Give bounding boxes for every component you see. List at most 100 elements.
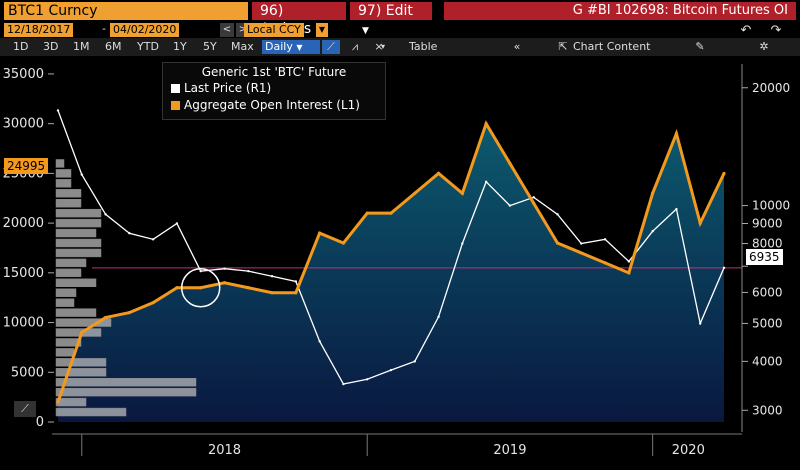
frequency-label: Daily xyxy=(265,40,293,53)
end-date-field[interactable]: 04/02/2020 xyxy=(110,23,180,37)
data-point-open-interest xyxy=(508,161,512,166)
data-point-open-interest xyxy=(80,330,84,335)
chart-svg: 0500010000150002000025000300003500030004… xyxy=(3,58,790,458)
volume-profile-bar xyxy=(55,338,82,347)
currency-field[interactable]: Local CCY xyxy=(244,23,304,37)
y-right-tick-label: 8000 xyxy=(752,237,783,251)
data-point-last-price xyxy=(627,260,631,263)
data-point-last-price xyxy=(199,269,202,273)
data-point-open-interest xyxy=(436,171,441,175)
data-point-last-price xyxy=(389,368,393,372)
volume-profile-bar xyxy=(55,318,112,327)
period-1m[interactable]: 1M xyxy=(73,40,90,53)
data-point-last-price xyxy=(722,266,726,270)
date-range-bar: 12/18/2017 - 04/02/2020 < > Local CCY ▼ … xyxy=(0,22,800,38)
chevron-down-icon[interactable]: ▼ xyxy=(316,23,328,37)
data-point-last-price xyxy=(318,340,321,343)
data-point-open-interest xyxy=(389,211,393,215)
volume-profile-bar xyxy=(55,348,75,357)
data-point-open-interest xyxy=(484,122,488,126)
x-tick-label: 2018 xyxy=(208,443,241,458)
volume-profile-bar xyxy=(55,358,107,367)
data-point-last-price xyxy=(366,378,369,381)
data-point-last-price xyxy=(80,173,83,176)
legend: Generic 1st 'BTC' Future Last Price (R1)… xyxy=(162,62,386,120)
date-separator: - xyxy=(102,22,106,35)
volume-profile-bar xyxy=(55,189,82,198)
edit-icon[interactable]: ✎ xyxy=(695,40,705,53)
last-value-flag-open-interest: 24995 xyxy=(4,158,49,174)
volume-profile-bar xyxy=(55,288,77,297)
legend-title: Generic 1st 'BTC' Future xyxy=(201,65,347,79)
data-point-last-price xyxy=(270,275,274,278)
volume-profile-bar xyxy=(55,169,72,178)
volume-profile-bar xyxy=(55,248,102,258)
collapse-icon[interactable]: « xyxy=(513,40,521,53)
period-1d[interactable]: 1D xyxy=(13,40,29,53)
y-left-tick-label: 5000 xyxy=(11,365,44,380)
data-point-open-interest xyxy=(246,286,250,290)
page-title: G #BI 102698: Bitcoin Futures OI xyxy=(444,2,796,20)
y-right-tick-label: 3000 xyxy=(752,403,783,417)
data-point-last-price xyxy=(556,213,559,216)
start-date-field[interactable]: 12/18/2017 xyxy=(4,23,74,37)
y-right-tick-label: 4000 xyxy=(752,354,783,368)
redo-icon[interactable]: ↷ xyxy=(770,23,782,38)
gear-icon[interactable]: ✲ xyxy=(759,40,769,53)
volume-profile-bar xyxy=(55,407,127,417)
frequency-select[interactable]: Daily ▼ xyxy=(262,40,320,54)
data-point-last-price xyxy=(56,109,60,112)
table-button[interactable]: Table xyxy=(409,40,438,53)
volume-profile-bar xyxy=(55,199,82,208)
data-point-open-interest xyxy=(651,191,655,195)
x-tick-label: 2019 xyxy=(493,443,526,458)
zoom-icon[interactable]: ⟋ xyxy=(14,401,36,417)
volume-profile-bar xyxy=(55,378,197,387)
legend-item-open-interest: Aggregate Open Interest (L1) xyxy=(171,98,360,112)
period-3d[interactable]: 3D xyxy=(43,40,59,53)
chart-style-icon[interactable]: ⩘ xyxy=(351,40,359,53)
data-point-last-price xyxy=(223,267,226,270)
volume-profile-bar xyxy=(55,298,75,307)
volume-profile-bar xyxy=(55,397,87,407)
data-point-open-interest xyxy=(674,132,679,136)
cursor-icon[interactable]: ⇱ xyxy=(558,40,568,53)
chevron-down-icon: ▼ xyxy=(362,26,369,36)
data-point-last-price xyxy=(699,322,702,325)
legend-label-open-interest: Aggregate Open Interest (L1) xyxy=(184,98,360,112)
data-point-last-price xyxy=(675,207,678,211)
volume-profile-bar xyxy=(55,258,87,268)
edit-menu[interactable]: 97) Edit ▼ xyxy=(350,2,432,36)
open-interest-area xyxy=(58,123,724,423)
period-max[interactable]: Max xyxy=(231,40,254,53)
line-chart-icon[interactable]: ⟋ xyxy=(322,40,340,54)
legend-label-price: Last Price (R1) xyxy=(184,81,272,95)
ticker-field[interactable]: BTC1 Curncy xyxy=(4,2,248,20)
chart-content-button[interactable]: Chart Content xyxy=(573,40,651,53)
data-point-last-price xyxy=(151,238,155,241)
data-point-last-price xyxy=(580,242,583,245)
data-point-last-price xyxy=(461,242,464,245)
y-left-tick-label: 15000 xyxy=(3,266,44,281)
more-icon[interactable]: ▾ xyxy=(380,42,385,51)
data-point-open-interest xyxy=(579,251,583,255)
data-point-last-price xyxy=(413,360,416,363)
data-point-open-interest xyxy=(222,281,227,285)
undo-icon[interactable]: ↶ xyxy=(740,23,752,38)
period-6m[interactable]: 6M xyxy=(105,40,122,53)
volume-profile-bar xyxy=(55,328,102,337)
data-point-last-price xyxy=(175,222,179,225)
actions-menu[interactable]: 96) Actions ▼ xyxy=(252,2,346,37)
period-5y[interactable]: 5Y xyxy=(203,40,217,53)
volume-profile-bar xyxy=(55,208,102,218)
data-point-last-price xyxy=(651,230,654,233)
data-point-open-interest xyxy=(294,291,298,295)
legend-swatch-price xyxy=(171,84,180,93)
previous-icon[interactable]: < xyxy=(220,23,234,37)
period-ytd[interactable]: YTD xyxy=(137,40,159,53)
close-icon[interactable]: × xyxy=(374,40,384,53)
data-point-open-interest xyxy=(151,301,155,305)
y-right-tick-label: 10000 xyxy=(752,199,790,213)
data-point-last-price xyxy=(294,280,298,283)
period-1y[interactable]: 1Y xyxy=(173,40,187,53)
